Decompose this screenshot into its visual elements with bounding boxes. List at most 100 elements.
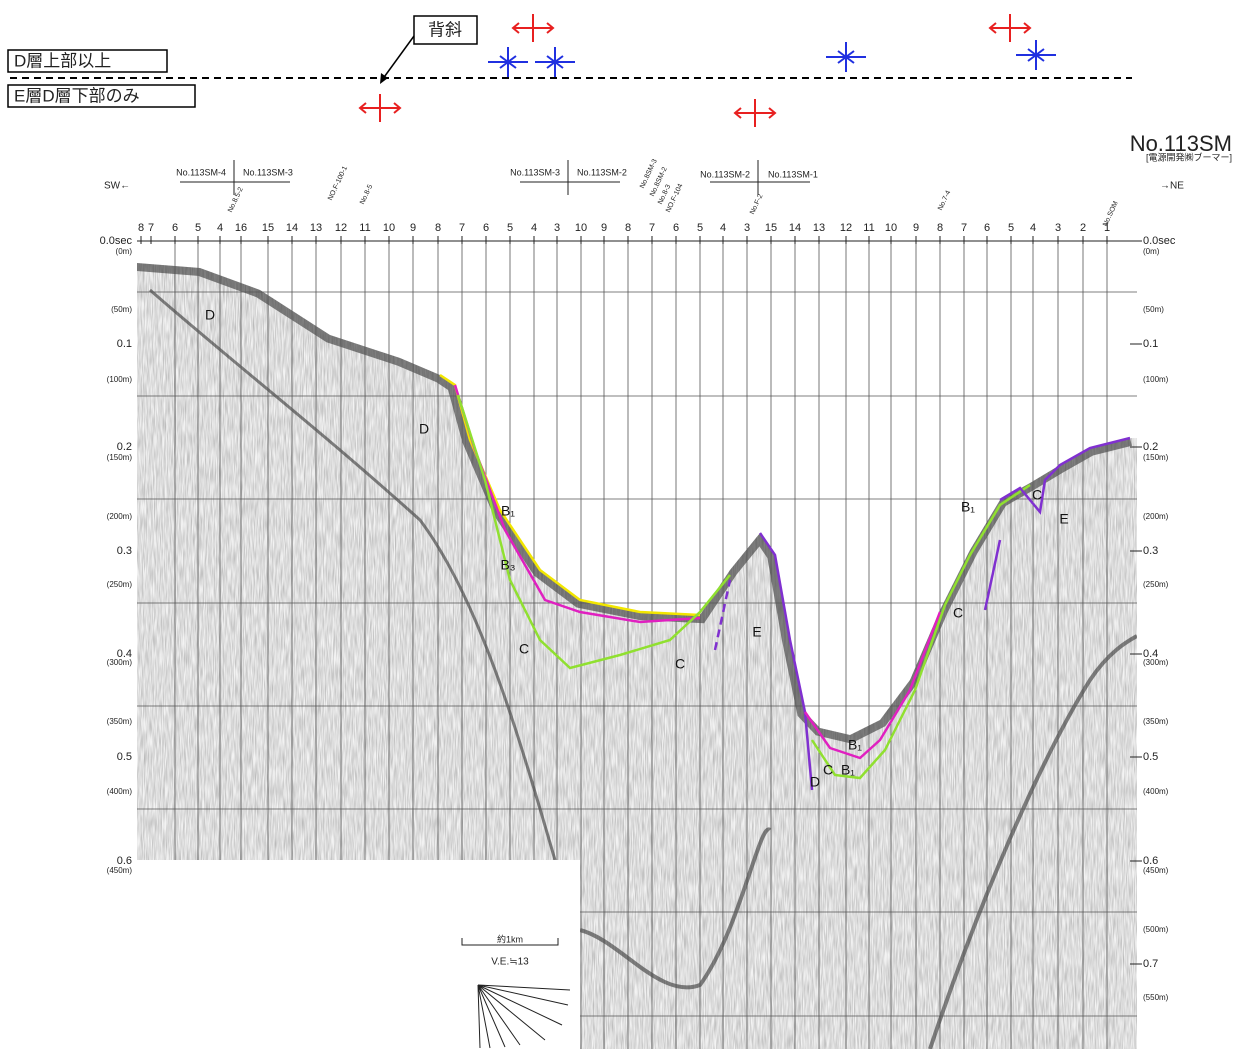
legend-box (7, 84, 196, 108)
shotpoint-label: 2 (1080, 222, 1086, 234)
shotpoint-label: 9 (410, 222, 416, 234)
left-axis-label: (350m) (107, 717, 133, 726)
layer-label: D (419, 421, 429, 437)
shotpoint-label: 13 (310, 222, 322, 234)
scale-distance: 約1km (497, 933, 523, 944)
crossing-label: No.8.5-2 (227, 186, 245, 213)
layer-label: D (810, 774, 820, 790)
shotpoint-label: 12 (840, 222, 852, 234)
shotpoint-label: 11 (863, 222, 874, 234)
anticline-symbol (358, 94, 402, 122)
shotpoint-label: 9 (601, 222, 607, 234)
right-axis-label: (250m) (1143, 580, 1169, 589)
shotpoint-label: 13 (813, 222, 825, 234)
symbol-part (488, 47, 528, 77)
right-axis-label: (150m) (1143, 453, 1169, 462)
layer-label: B₁ (848, 737, 862, 753)
shotpoint-label: 10 (383, 222, 395, 234)
shotpoint-label: 6 (673, 222, 679, 234)
callout-arrowhead (380, 73, 388, 84)
shotpoint-label: 4 (531, 222, 537, 234)
shotpoint-label: 7 (459, 222, 465, 234)
shotpoint-label: 14 (286, 222, 298, 234)
shotpoint-label: 6 (483, 222, 489, 234)
layer-label: B₁ (961, 499, 975, 515)
right-axis-label: (500m) (1143, 925, 1169, 934)
legend-lower: E層D層下部のみ (14, 86, 140, 105)
scale-ve: V.E.≒13 (491, 957, 529, 968)
left-axis-label: 0.6 (117, 855, 132, 867)
syncline-symbol (826, 42, 866, 72)
line-label: No.113SM-2 (700, 169, 750, 179)
left-axis-label: (300m) (107, 658, 133, 667)
shotpoint-label: 4 (217, 222, 223, 234)
anticline-symbol (733, 99, 777, 127)
crossing-label: No.SOM (1102, 200, 1120, 227)
legend-upper: D層上部以上 (14, 51, 111, 70)
left-axis-label: (200m) (107, 512, 133, 521)
line-label: No.113SM-1 (768, 169, 818, 179)
right-axis-label: 0.6 (1143, 855, 1158, 867)
left-axis-label: (400m) (107, 787, 133, 796)
layer-label: B₁ (841, 762, 855, 778)
left-axis-label: (150m) (107, 453, 133, 462)
shotpoint-label: 8 (138, 222, 144, 234)
shotpoint-label: 15 (765, 222, 777, 234)
shotpoint-label: 4 (720, 222, 726, 234)
right-axis-label: (400m) (1143, 787, 1169, 796)
shotpoint-label: 4 (1030, 222, 1036, 234)
symbol-part (733, 99, 777, 127)
left-axis-label: (100m) (107, 375, 133, 384)
direction-left: SW← (104, 181, 130, 192)
layer-label: B₃ (500, 557, 515, 573)
shotpoint-label: 8 (625, 222, 631, 234)
left-axis-label: (250m) (107, 580, 133, 589)
right-axis-label: 0.2 (1143, 441, 1158, 453)
shotpoint-label: 5 (195, 222, 201, 234)
right-axis-label: 0.7 (1143, 958, 1158, 970)
shotpoint-label: 14 (789, 222, 801, 234)
left-axis-label: 0.3 (117, 545, 132, 557)
shotpoint-label: 15 (262, 222, 274, 234)
layer-label: E (1059, 511, 1068, 527)
line-markers (180, 160, 810, 195)
shotpoint-label: 3 (1055, 222, 1061, 234)
crossing-label: NO.F-100-1 (327, 165, 349, 202)
anticline-symbol (511, 14, 555, 42)
shotpoint-label: 5 (697, 222, 703, 234)
legend-box (7, 49, 168, 73)
right-axis-label: (100m) (1143, 375, 1169, 384)
shotpoint-label: 11 (359, 222, 370, 234)
layer-label: B₁ (501, 503, 515, 519)
shotpoint-label: 7 (148, 222, 154, 234)
left-axis-label: 0.4 (117, 648, 132, 660)
line-label: No.113SM-3 (510, 167, 560, 177)
shotpoint-label: 3 (554, 222, 560, 234)
right-axis-label: 0.0sec (1143, 235, 1176, 247)
symbol-part (358, 94, 402, 122)
right-axis-label: (450m) (1143, 866, 1169, 875)
left-axis-label: (0m) (116, 247, 133, 256)
left-axis-label: (450m) (107, 866, 133, 875)
left-axis-label: 0.5 (117, 751, 132, 763)
syncline-symbol (488, 47, 528, 77)
shotpoint-label: 6 (172, 222, 178, 234)
shotpoint-label: 7 (649, 222, 655, 234)
syncline-symbol (535, 47, 575, 77)
structure-symbols (358, 14, 1056, 127)
anticline-symbol (988, 14, 1032, 42)
left-axis-label: 0.2 (117, 441, 132, 453)
direction-right: →NE (1160, 181, 1184, 192)
left-axis-label: 0.1 (117, 338, 132, 350)
profile-subtitle: [電源開発㈱ブーマー] (1146, 151, 1232, 162)
callout-box (413, 15, 478, 45)
right-axis-label: (300m) (1143, 658, 1169, 667)
left-axis-label: 0.0sec (100, 235, 133, 247)
shotpoint-label: 16 (235, 222, 247, 234)
right-axis-label: 0.4 (1143, 648, 1158, 660)
shotpoint-label: 1 (1104, 222, 1110, 234)
right-axis-label: (50m) (1143, 305, 1164, 314)
right-axis-label: (0m) (1143, 247, 1160, 256)
line-label: No.113SM-4 (176, 167, 226, 177)
